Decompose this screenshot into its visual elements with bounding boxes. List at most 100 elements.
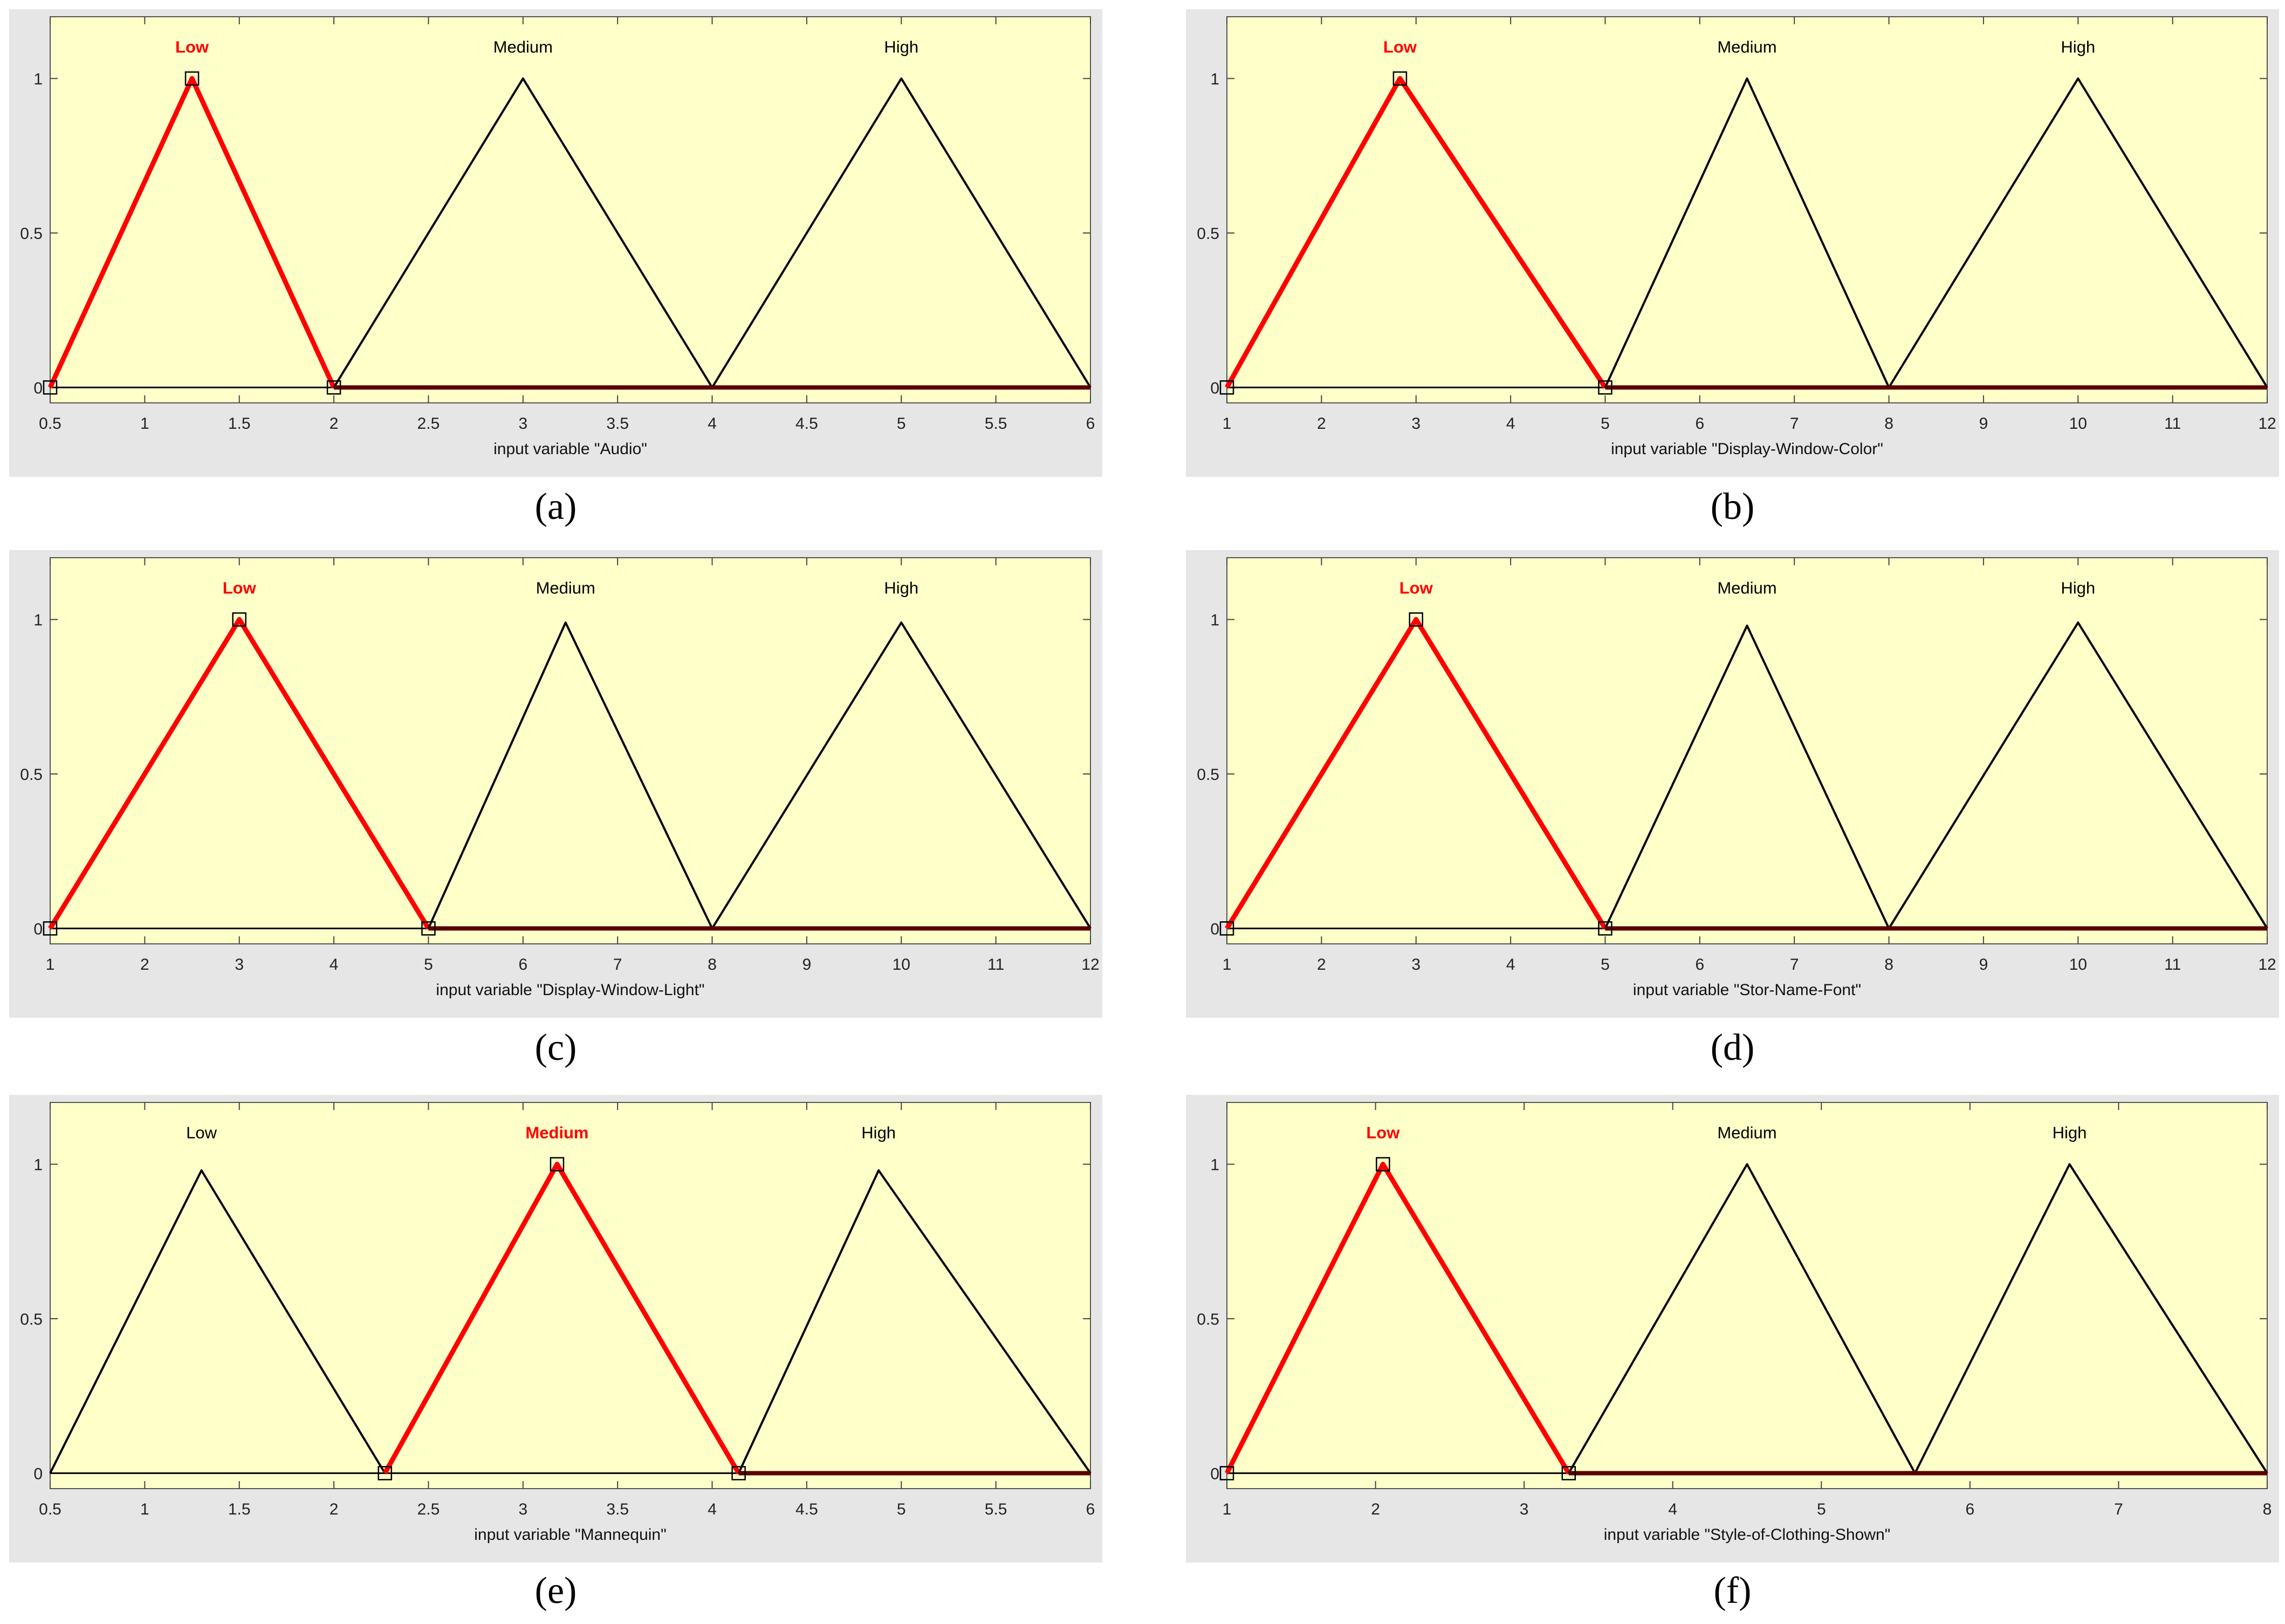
- x-tick-label: 0.5: [39, 1500, 61, 1518]
- plot-area: [50, 16, 1091, 403]
- vertex-marker: [1561, 1466, 1576, 1481]
- mf-label-medium: Medium: [1717, 1123, 1776, 1142]
- x-axis-label: input variable "Audio": [493, 440, 647, 458]
- mf-label-high: High: [884, 38, 918, 57]
- y-tick-label: 1: [1210, 71, 1219, 88]
- series-line-high: [1888, 77, 2268, 388]
- x-tick-label: 1: [1223, 1500, 1232, 1518]
- series-line-high: [737, 1169, 1092, 1474]
- mf-label-high: High: [2053, 1123, 2087, 1142]
- caption-c: (c): [534, 1027, 577, 1068]
- y-tick-label: 1: [33, 1156, 43, 1174]
- caption-e: (e): [534, 1570, 577, 1612]
- plot-area: [1226, 16, 2268, 403]
- series-line-low: [49, 1169, 386, 1474]
- vertex-marker: [421, 921, 436, 936]
- x-tick-label: 1: [46, 956, 55, 974]
- x-tick-label: 5: [1817, 1500, 1826, 1518]
- x-tick-label: 1: [140, 1500, 149, 1518]
- x-tick-label: 7: [613, 956, 622, 974]
- mf-label-high: High: [2061, 579, 2095, 598]
- chart-panel-f: 0 0.5 1 1 2 3 4 5 6 7 8 input variable "Style-of-Cl…: [1186, 1095, 2279, 1563]
- x-tick-label: 3: [518, 415, 527, 433]
- x-tick-label: 9: [802, 956, 812, 974]
- x-tick-label: 2: [1317, 415, 1326, 433]
- x-tick-label: 8: [708, 956, 717, 974]
- vertex-marker: [1376, 1157, 1390, 1171]
- x-tick-label: 1: [140, 415, 149, 433]
- chart-e-svg: 0 0.5 1 0.5 1 1.5 2 2.5 3 3.5 4 4.5 5 5.5 6 input varia…: [20, 1102, 1095, 1544]
- mf-label-high: High: [2061, 38, 2095, 57]
- x-tick-label: 6: [518, 956, 527, 974]
- series-line-high: [1888, 621, 2268, 929]
- series-line-high: [1914, 1163, 2268, 1474]
- vertex-marker: [550, 1157, 565, 1171]
- caption-b: (b): [1710, 486, 1755, 527]
- series-line-low: [1225, 76, 1608, 389]
- x-tick-label: 4: [708, 1500, 717, 1518]
- x-tick-label: 2: [330, 415, 339, 433]
- x-tick-label: 6: [1695, 415, 1704, 433]
- vertex-marker: [184, 71, 200, 86]
- mf-label-low: Low: [1366, 1123, 1400, 1142]
- x-tick-label: 4: [708, 415, 717, 433]
- y-tick-label: 1: [33, 612, 43, 629]
- x-tick-label: 4.5: [795, 1500, 818, 1518]
- x-tick-label: 11: [2164, 956, 2181, 974]
- plot-area: [50, 1102, 1091, 1489]
- chart-f-svg: 0 0.5 1 1 2 3 4 5 6 7 8 input variable "Style-of-Cl…: [1197, 1102, 2272, 1544]
- x-tick-label: 12: [1081, 956, 1099, 974]
- x-tick-label: 5: [897, 1500, 906, 1518]
- mf-label-high: High: [884, 579, 918, 598]
- x-tick-label: 6: [1966, 1500, 1975, 1518]
- y-tick-label: 0: [1210, 379, 1219, 397]
- x-tick-label: 3: [1411, 956, 1421, 974]
- chart-panel-c: 0 0.5 1 1 2 3 4 5 6 7 8 9 10 11 12 input variable "Disp…: [9, 550, 1102, 1018]
- x-tick-label: 2.5: [417, 1500, 440, 1518]
- x-tick-label: 3: [1411, 415, 1421, 433]
- vertex-marker: [1409, 612, 1423, 627]
- y-tick-label: 0: [33, 1465, 43, 1483]
- caption-f: (f): [1713, 1570, 1752, 1612]
- x-tick-label: 12: [2258, 956, 2276, 974]
- vertex-marker: [43, 921, 58, 936]
- mf-label-low: Low: [186, 1123, 217, 1142]
- plot-area: [1226, 1102, 2268, 1489]
- y-tick-label: 0: [33, 920, 43, 938]
- mf-label-low: Low: [223, 579, 257, 598]
- series-line-medium: [427, 621, 713, 929]
- vertex-marker: [326, 380, 341, 395]
- series-line-high: [711, 77, 1092, 388]
- x-tick-label: 1.5: [228, 1500, 251, 1518]
- x-tick-label: 3.5: [606, 1500, 629, 1518]
- x-tick-label: 1.5: [228, 415, 251, 433]
- series-line-medium: [382, 1162, 741, 1475]
- x-tick-label: 2: [140, 956, 149, 974]
- x-tick-label: 4: [1506, 415, 1515, 433]
- y-tick-label: 0: [33, 379, 43, 397]
- series-line-medium: [1604, 77, 1890, 388]
- x-tick-label: 2: [330, 1500, 339, 1518]
- x-tick-label: 9: [1979, 415, 1988, 433]
- series-line-high: [711, 621, 1092, 929]
- vertex-marker: [731, 1466, 746, 1481]
- x-tick-label: 11: [2164, 415, 2181, 433]
- vertex-marker: [378, 1466, 393, 1481]
- x-axis-label: input variable "Display-Window-Color": [1611, 440, 1883, 458]
- series-line-medium: [1568, 1163, 1916, 1474]
- x-tick-label: 4.5: [795, 415, 818, 433]
- y-tick-label: 1: [1210, 1156, 1219, 1174]
- y-tick-label: 1: [1210, 612, 1219, 629]
- vertex-marker: [1219, 1466, 1234, 1481]
- mf-label-medium: Medium: [493, 38, 553, 57]
- x-tick-label: 6: [1086, 415, 1095, 433]
- mf-label-medium: Medium: [1717, 579, 1776, 598]
- x-tick-label: 7: [1790, 415, 1799, 433]
- x-tick-label: 2: [1371, 1500, 1380, 1518]
- x-axis-label: input variable "Style-of-Clothing-Shown": [1604, 1526, 1891, 1544]
- caption-a: (a): [534, 486, 577, 527]
- caption-d: (d): [1710, 1027, 1755, 1068]
- x-axis-label: input variable "Stor-Name-Font": [1633, 981, 1861, 999]
- series-line-low: [1224, 1162, 1571, 1475]
